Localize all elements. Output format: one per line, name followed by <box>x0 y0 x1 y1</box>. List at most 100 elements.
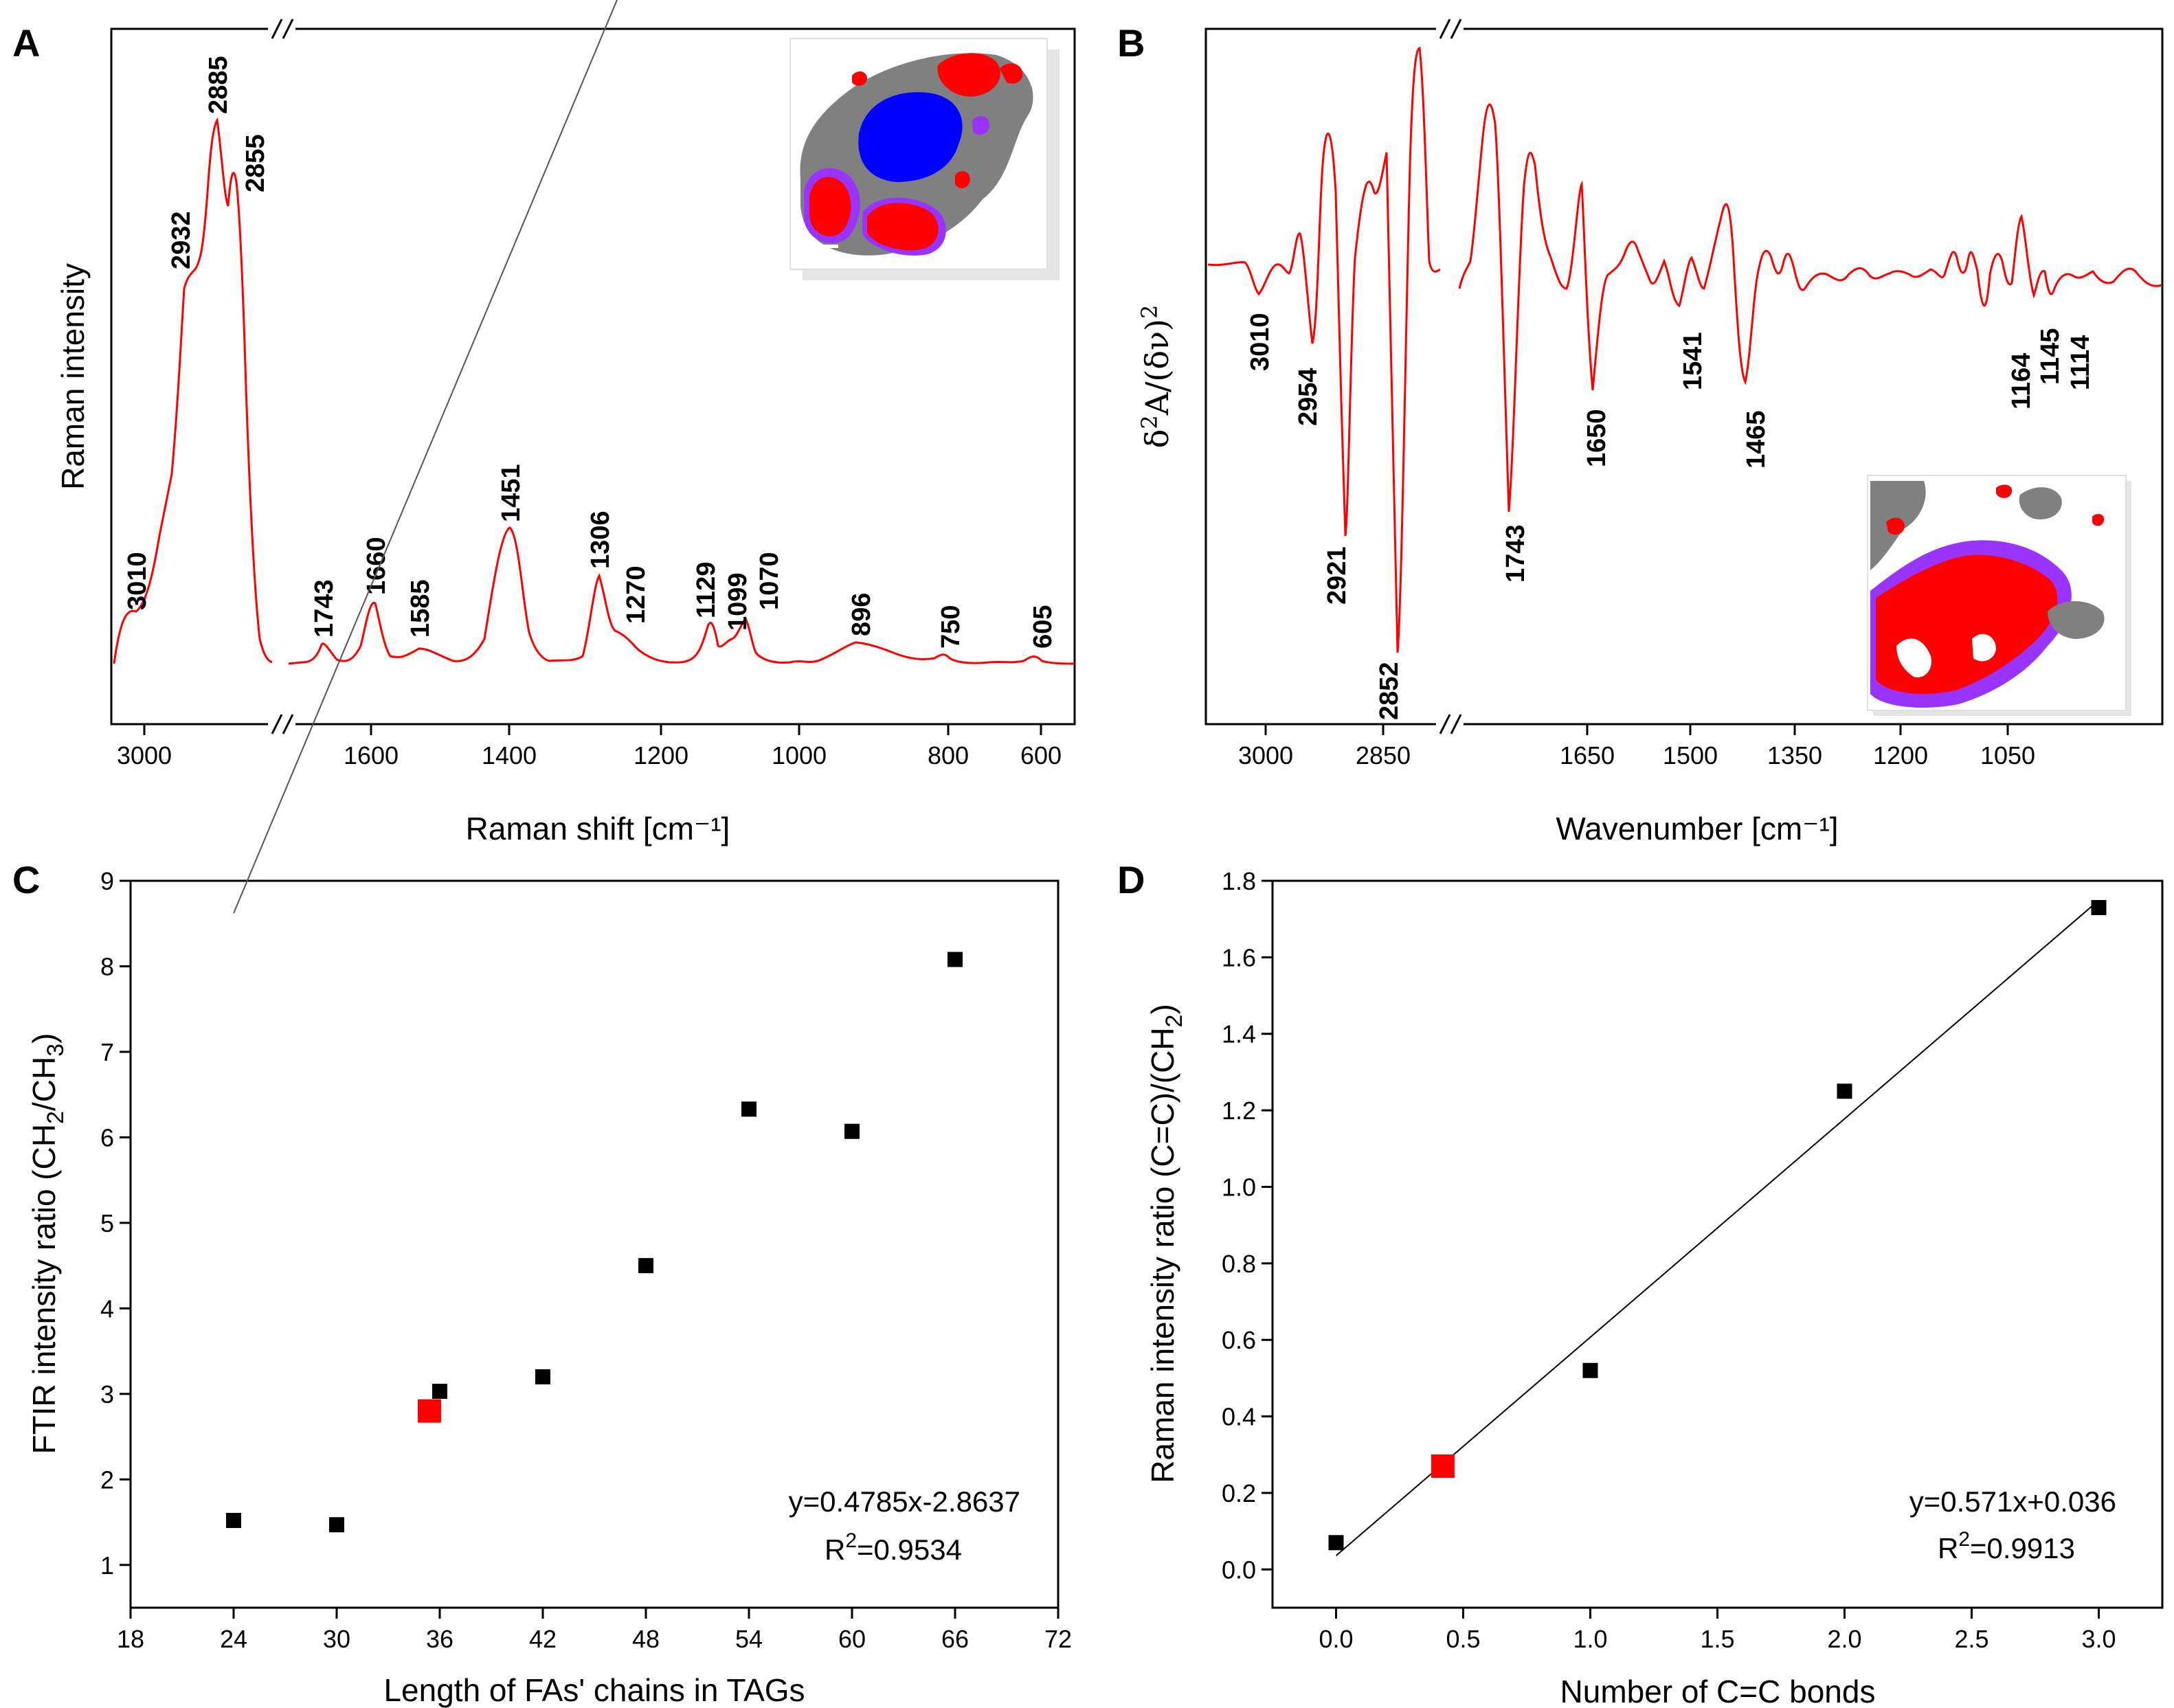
panel-d-ytick-label: 1.8 <box>1222 867 1256 895</box>
panel-d-ytick-label: 1.4 <box>1222 1020 1256 1048</box>
panel-a-peak-label: 2855 <box>241 134 270 192</box>
panel-d-ytick-label: 1.6 <box>1222 943 1256 971</box>
panel-a-xtick-1: 1600 <box>344 741 399 769</box>
panel-d-fit-line <box>1335 899 2100 1557</box>
panel-a-peak-label: 1129 <box>692 562 721 618</box>
panel-d-xtick-label: 3.0 <box>2081 1625 2116 1653</box>
panel-a-xtick-6: 600 <box>1020 741 1062 769</box>
panel-c-data-point <box>844 1123 860 1139</box>
panel-b-xlabel: Wavenumber [cm⁻¹] <box>1556 811 1838 846</box>
panel-d-letter: D <box>1117 858 1145 901</box>
panel-c-xtick-label: 18 <box>117 1625 144 1653</box>
panel-a-xtick-5: 800 <box>928 741 969 769</box>
panel-d-data-point <box>1837 1083 1852 1099</box>
panel-a-frame <box>110 27 1076 726</box>
panel-c-xtick-label: 36 <box>426 1625 453 1653</box>
panel-c-letter: C <box>12 858 40 901</box>
panel-a-peak-label: 1660 <box>362 537 391 595</box>
panel-d-xtick-label: 0.0 <box>1319 1625 1353 1653</box>
panel-d-xtick-label: 0.5 <box>1446 1625 1480 1653</box>
panel-c-data-point <box>226 1513 241 1529</box>
panel-c-xtick-label: 66 <box>941 1625 969 1653</box>
panel-a-peak-label: 1451 <box>497 464 526 522</box>
panel-b-peak-label: 2954 <box>1294 368 1323 426</box>
panel-d-xlabel: Number of C=C bonds <box>1560 1674 1876 1708</box>
panel-b-xtick-6: 1050 <box>1980 741 2035 769</box>
panel-c-ytick-label: 7 <box>100 1038 114 1066</box>
panel-b: B 3000 2850 1650 1500 1350 1200 1050 Wav… <box>1117 19 2164 846</box>
panel-a: A 3000 1600 1400 1200 1000 800 600 Raman… <box>12 19 1076 846</box>
panel-d-points <box>1328 899 2107 1551</box>
panel-d: D 0.0 0.5 1.0 1.5 2.0 2.5 3.0 0.0 0.2 0.4 0.6 0.8 1.… <box>1117 858 2164 1708</box>
panel-c-ytick-label: 2 <box>100 1465 114 1494</box>
panel-c: C 18 24 30 36 42 48 54 60 66 72 1 2 3 4 5 6 7 8 9 Length o… <box>12 0 1072 1708</box>
panel-c-frame <box>129 879 1060 1609</box>
panel-b-xtick-1: 2850 <box>1356 741 1411 769</box>
panel-a-ylabel: Raman intensity <box>55 263 91 490</box>
panel-c-data-point <box>535 1369 550 1384</box>
panel-a-xtick-2: 1400 <box>482 741 537 769</box>
panel-b-xtick-0: 3000 <box>1238 741 1293 769</box>
panel-b-xtick-4: 1350 <box>1767 741 1822 769</box>
panel-b-peak-label: 1145 <box>2036 328 2065 385</box>
panel-c-xlabel: Length of FAs' chains in TAGs <box>383 1672 805 1708</box>
panel-b-peak-label: 1650 <box>1582 409 1611 467</box>
panel-d-data-point <box>1328 1535 1344 1551</box>
panel-a-peak-label: 2885 <box>204 56 233 114</box>
panel-c-data-point <box>948 952 963 967</box>
panel-a-peak-label: 1585 <box>406 579 435 638</box>
panel-b-peak-label: 2852 <box>1375 662 1404 720</box>
panel-c-data-point <box>329 1517 344 1533</box>
panel-c-ytick-label: 1 <box>100 1551 114 1580</box>
panel-c-data-point <box>741 1101 757 1117</box>
panel-b-peak-label: 1743 <box>1501 524 1530 583</box>
panel-a-peak-label: 2932 <box>167 211 196 269</box>
panel-c-highlight-point <box>418 1399 441 1423</box>
panel-d-ylabel: Raman intensity ratio (C=C)/(CH2) <box>1145 1004 1187 1483</box>
panel-a-letter: A <box>12 21 40 65</box>
panel-b-peak-label: 1465 <box>1742 410 1771 469</box>
panel-c-ytick-label: 3 <box>100 1380 114 1408</box>
panel-c-ytick-label: 6 <box>100 1123 114 1151</box>
panel-d-data-point <box>1582 1362 1598 1378</box>
panel-b-ticks <box>1264 724 2009 735</box>
panel-d-ytick-label: 1.0 <box>1222 1173 1256 1201</box>
panel-a-ticks <box>143 724 1042 735</box>
panel-b-peak-label: 1114 <box>2066 335 2095 390</box>
panel-c-ytick-label: 8 <box>100 952 114 980</box>
panel-c-xtick-label: 30 <box>323 1625 350 1653</box>
panel-d-highlight-point <box>1431 1454 1455 1478</box>
panel-d-ytick-label: 1.2 <box>1222 1097 1256 1125</box>
panel-a-peak-label: 1306 <box>586 510 615 569</box>
panel-d-xtick-label: 2.0 <box>1827 1625 1861 1653</box>
panel-d-xtick-label: 1.0 <box>1573 1625 1607 1653</box>
panel-a-peak-label: 3010 <box>123 552 152 610</box>
panel-c-ticks: 18 24 30 36 42 48 54 60 66 72 1 2 3 4 5 6 7 8 9 <box>100 867 1072 1653</box>
panel-a-inset-image: 4 μm <box>789 38 1060 280</box>
panel-a-peak-label: 1070 <box>755 552 784 610</box>
panel-b-xtick-2: 1650 <box>1560 741 1615 769</box>
panel-a-spectrum-low <box>288 526 1075 665</box>
panel-a-xtick-4: 1000 <box>772 741 827 769</box>
panel-c-xtick-label: 54 <box>735 1625 763 1653</box>
panel-c-ytick-label: 5 <box>100 1209 114 1237</box>
panel-d-ytick-label: 0.0 <box>1222 1555 1256 1584</box>
panel-c-ytick-label: 9 <box>100 867 114 895</box>
panel-c-ytick-label: 4 <box>100 1294 114 1323</box>
panel-b-letter: B <box>1117 21 1145 65</box>
panel-d-ytick-label: 0.8 <box>1222 1250 1256 1278</box>
panel-b-xtick-5: 1200 <box>1873 741 1928 769</box>
panel-c-xtick-label: 60 <box>838 1625 866 1653</box>
panel-d-xtick-label: 1.5 <box>1700 1625 1734 1653</box>
panel-b-break-mark-bottom <box>1439 714 1462 734</box>
panel-b-peak-label: 2921 <box>1323 546 1352 605</box>
panel-b-frame <box>1204 27 2164 726</box>
panel-c-xtick-label: 72 <box>1044 1625 1072 1653</box>
panel-d-xtick-label: 2.5 <box>1954 1625 1988 1653</box>
panel-d-ticks: 0.0 0.5 1.0 1.5 2.0 2.5 3.0 0.0 0.2 0.4 0.6 0.8 1.0 1… <box>1222 867 2116 1653</box>
panel-d-equation: y=0.571x+0.036 <box>1909 1485 2116 1518</box>
panel-a-break-mark-top <box>271 19 294 39</box>
panel-a-peak-label: 1270 <box>622 565 651 624</box>
panel-a-peak-label: 605 <box>1029 605 1057 649</box>
